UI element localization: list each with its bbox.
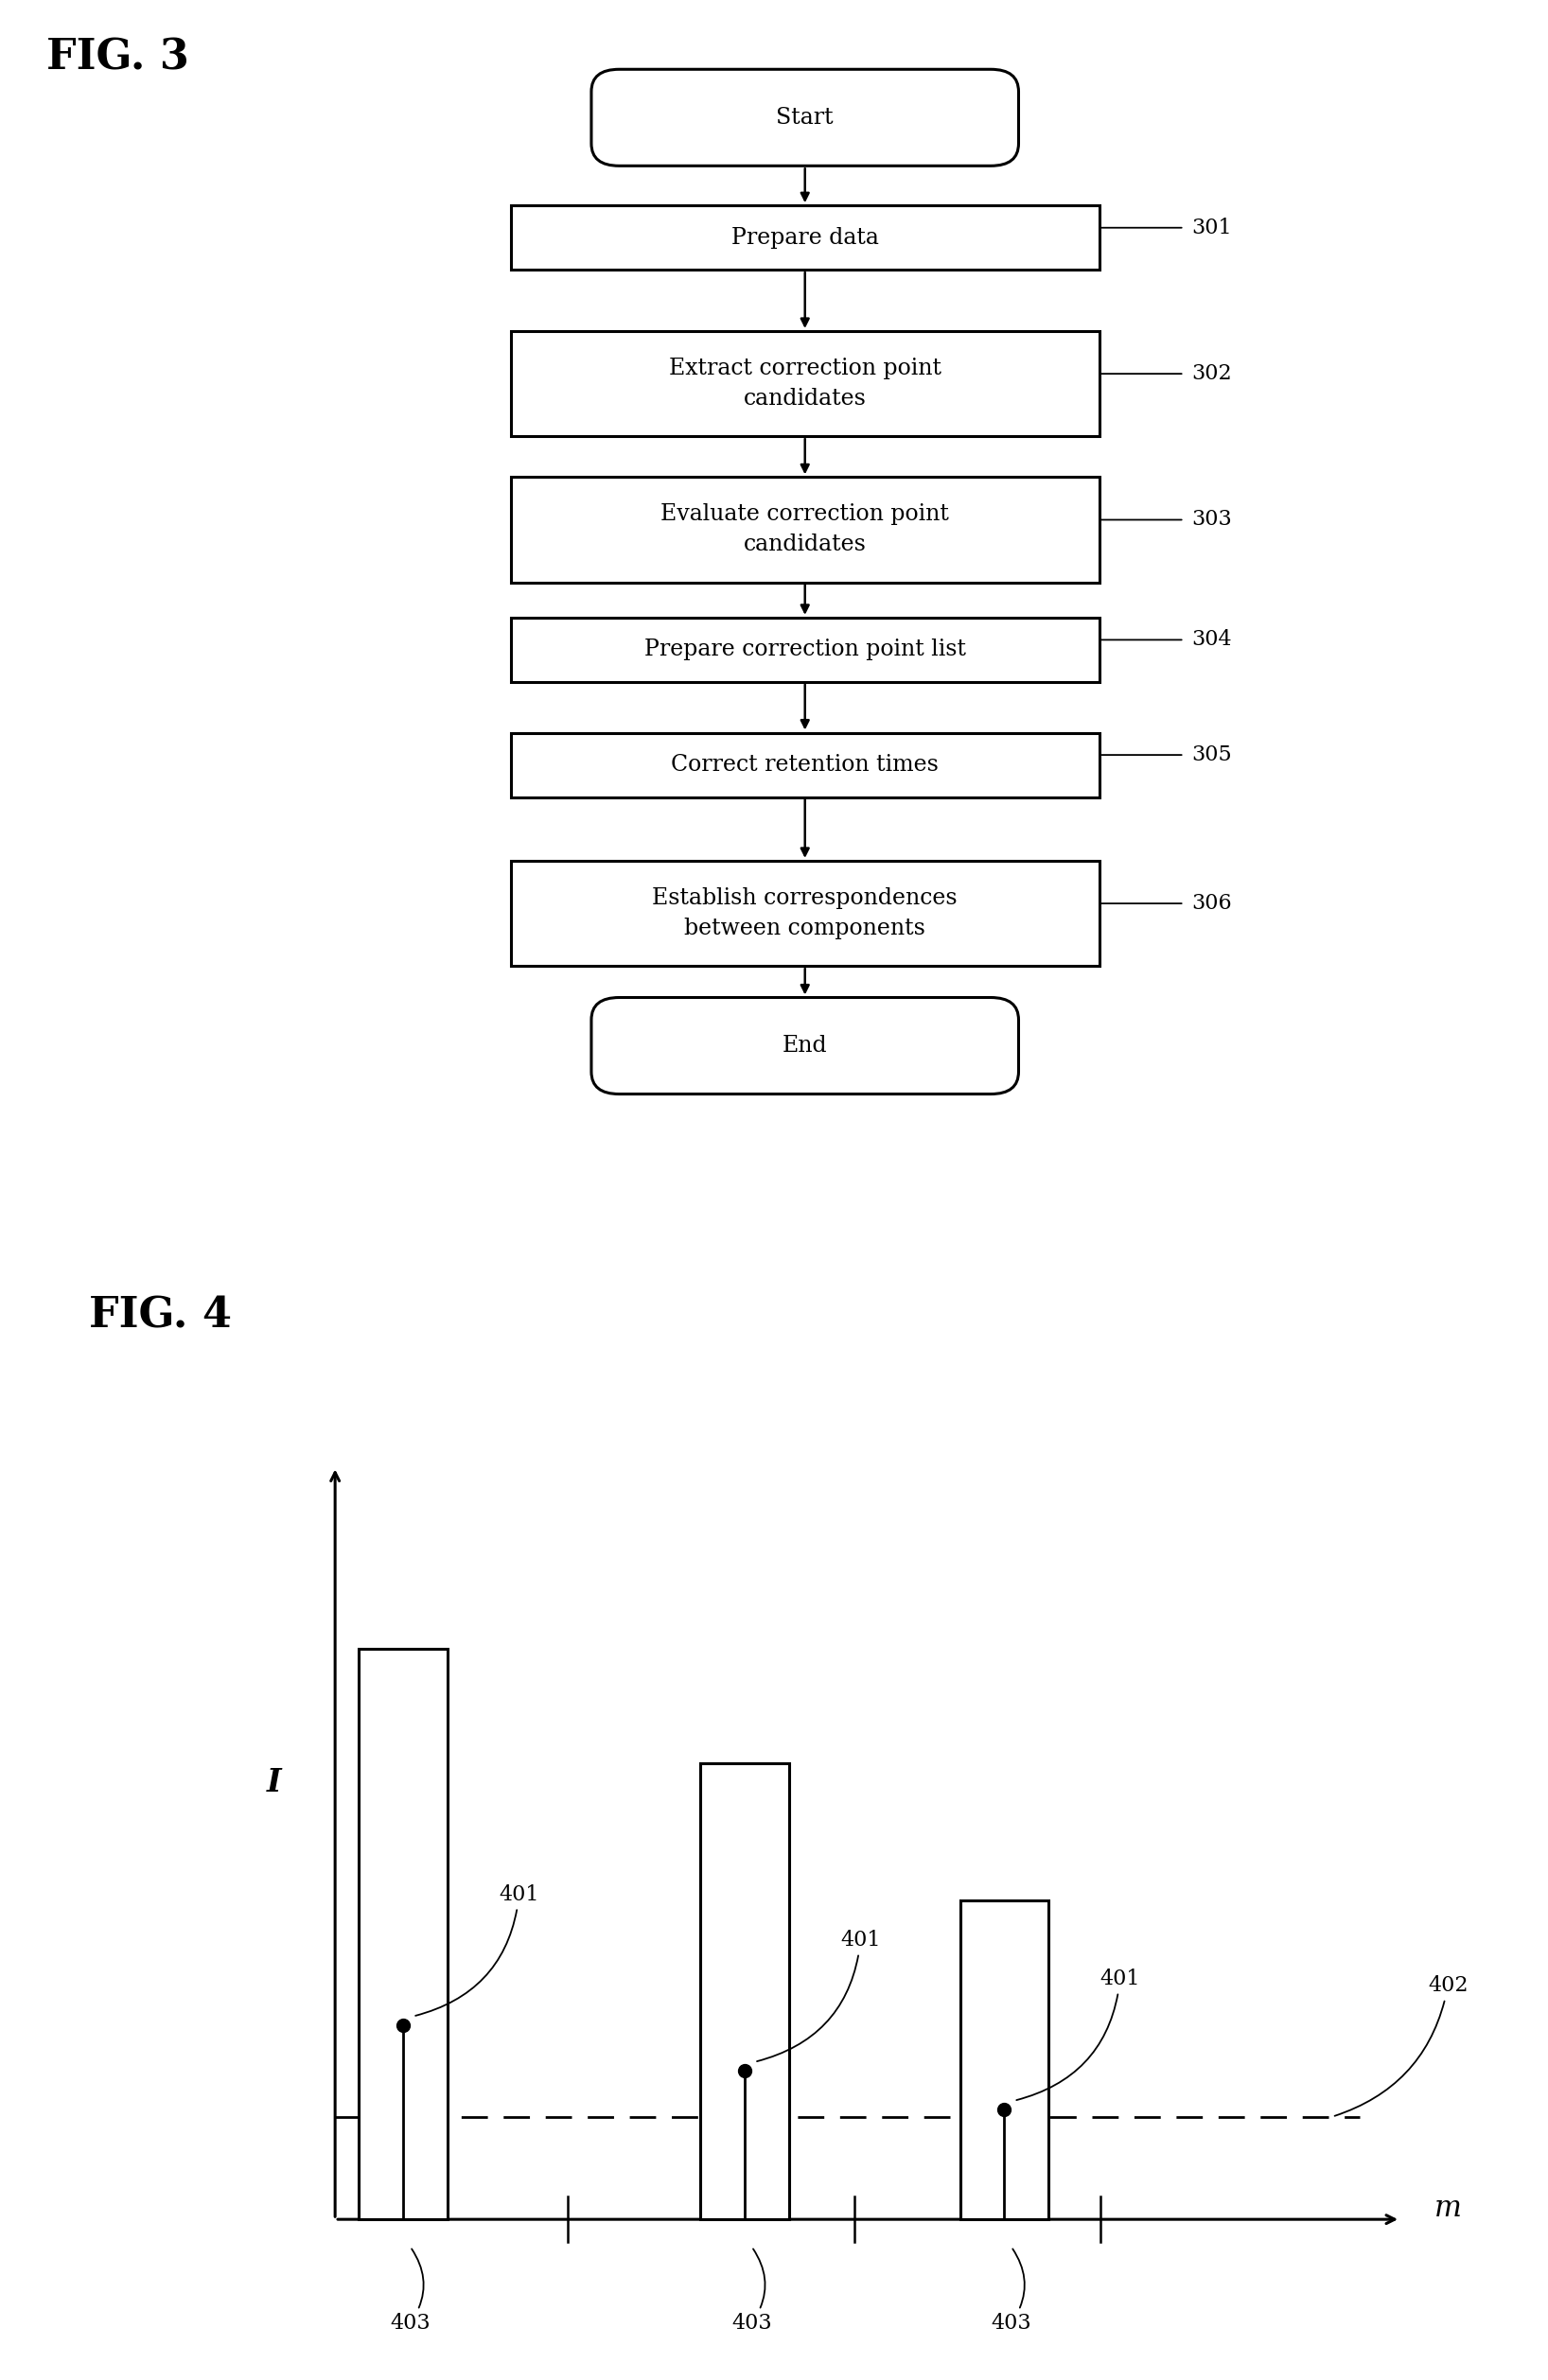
Text: I: I <box>266 1768 282 1799</box>
Bar <box>960 1899 1050 2218</box>
Text: Prepare data: Prepare data <box>731 226 879 248</box>
FancyBboxPatch shape <box>591 69 1019 167</box>
Text: Correct retention times: Correct retention times <box>672 754 938 776</box>
Text: 403: 403 <box>732 2249 772 2332</box>
FancyBboxPatch shape <box>511 205 1099 269</box>
FancyBboxPatch shape <box>511 733 1099 797</box>
FancyBboxPatch shape <box>511 862 1099 966</box>
Text: End: End <box>782 1035 828 1057</box>
Text: 402: 402 <box>1334 1975 1468 2116</box>
Text: Extract correction point
candidates: Extract correction point candidates <box>669 357 941 409</box>
Text: 305: 305 <box>1192 745 1232 766</box>
Text: m: m <box>1435 2194 1461 2223</box>
Text: Start: Start <box>776 107 834 129</box>
Text: 304: 304 <box>1192 628 1232 650</box>
Text: Prepare correction point list: Prepare correction point list <box>644 638 966 662</box>
Text: 301: 301 <box>1192 217 1232 238</box>
Text: 403: 403 <box>991 2249 1031 2332</box>
Text: Evaluate correction point
candidates: Evaluate correction point candidates <box>661 505 949 555</box>
Text: 306: 306 <box>1192 892 1232 914</box>
Bar <box>700 1764 789 2218</box>
FancyBboxPatch shape <box>591 997 1019 1095</box>
Text: FIG. 3: FIG. 3 <box>46 38 189 79</box>
Text: 401: 401 <box>415 1885 539 2016</box>
Text: 302: 302 <box>1192 364 1232 383</box>
Text: 401: 401 <box>757 1930 881 2061</box>
FancyBboxPatch shape <box>511 616 1099 683</box>
Text: 403: 403 <box>390 2249 430 2332</box>
FancyBboxPatch shape <box>511 476 1099 583</box>
FancyBboxPatch shape <box>511 331 1099 436</box>
Text: 303: 303 <box>1192 509 1232 531</box>
Text: 401: 401 <box>1017 1968 1141 2099</box>
Text: Establish correspondences
between components: Establish correspondences between compon… <box>652 888 958 940</box>
Bar <box>359 1649 447 2218</box>
Text: FIG. 4: FIG. 4 <box>90 1295 232 1335</box>
